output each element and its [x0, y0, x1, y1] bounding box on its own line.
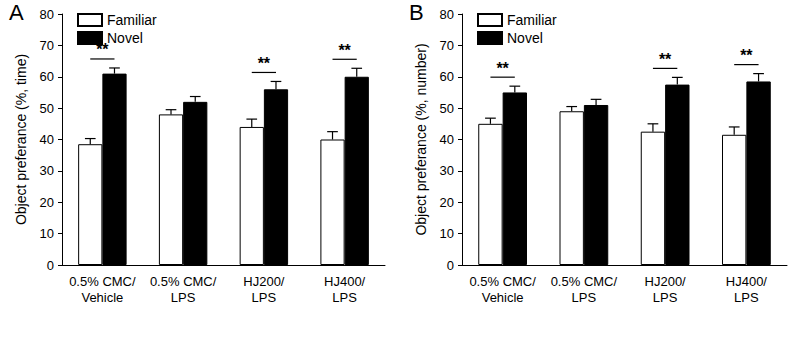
svg-text:0.5% CMC/: 0.5% CMC/	[551, 274, 618, 289]
svg-text:70: 70	[40, 38, 54, 53]
svg-text:80: 80	[440, 7, 454, 22]
svg-text:40: 40	[440, 132, 454, 147]
svg-text:B: B	[409, 0, 424, 25]
svg-text:**: **	[258, 55, 271, 72]
svg-text:40: 40	[40, 132, 54, 147]
svg-text:50: 50	[440, 101, 454, 116]
svg-text:HJ200/: HJ200/	[243, 274, 285, 289]
svg-text:**: **	[496, 60, 509, 77]
svg-text:LPS: LPS	[171, 290, 196, 305]
svg-text:20: 20	[40, 195, 54, 210]
svg-text:10: 10	[40, 226, 54, 241]
svg-text:10: 10	[440, 226, 454, 241]
svg-text:Novel: Novel	[507, 30, 543, 46]
svg-text:50: 50	[40, 101, 54, 116]
svg-text:0: 0	[47, 258, 54, 273]
svg-text:Familiar: Familiar	[507, 12, 557, 28]
svg-text:HJ200/: HJ200/	[645, 274, 687, 289]
svg-text:**: **	[740, 47, 753, 64]
svg-text:0.5% CMC/: 0.5% CMC/	[469, 274, 536, 289]
svg-text:30: 30	[40, 163, 54, 178]
svg-text:LPS: LPS	[332, 290, 357, 305]
svg-text:LPS: LPS	[252, 290, 277, 305]
svg-text:Object preferance (%, number): Object preferance (%, number)	[413, 43, 429, 235]
svg-text:Object preferance (%, time): Object preferance (%, time)	[13, 54, 29, 225]
svg-text:30: 30	[440, 163, 454, 178]
svg-text:HJ400/: HJ400/	[324, 274, 366, 289]
svg-text:HJ400/: HJ400/	[726, 274, 768, 289]
svg-text:Vehicle: Vehicle	[81, 290, 123, 305]
svg-text:**: **	[96, 41, 109, 58]
svg-text:70: 70	[440, 38, 454, 53]
svg-text:**: **	[338, 42, 351, 59]
svg-text:0.5% CMC/: 0.5% CMC/	[69, 274, 136, 289]
svg-text:LPS: LPS	[734, 290, 759, 305]
svg-text:60: 60	[440, 69, 454, 84]
svg-text:0: 0	[447, 258, 454, 273]
svg-text:LPS: LPS	[572, 290, 597, 305]
svg-text:0.5% CMC/: 0.5% CMC/	[150, 274, 217, 289]
svg-text:80: 80	[40, 7, 54, 22]
svg-text:Novel: Novel	[107, 30, 143, 46]
svg-text:LPS: LPS	[653, 290, 678, 305]
svg-text:20: 20	[440, 195, 454, 210]
svg-text:**: **	[659, 51, 672, 68]
svg-text:A: A	[9, 0, 24, 25]
svg-text:Vehicle: Vehicle	[482, 290, 524, 305]
svg-text:60: 60	[40, 69, 54, 84]
svg-text:Familiar: Familiar	[107, 12, 157, 28]
